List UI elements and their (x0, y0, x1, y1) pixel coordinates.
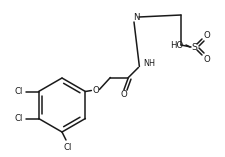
Text: Cl: Cl (14, 87, 23, 96)
Text: O: O (121, 90, 127, 99)
Text: Cl: Cl (64, 143, 72, 152)
Text: O: O (204, 54, 210, 63)
Text: N: N (133, 13, 139, 22)
Text: O: O (204, 30, 210, 40)
Text: O: O (92, 86, 99, 95)
Text: HO: HO (170, 41, 184, 49)
Text: NH: NH (143, 59, 155, 68)
Text: Cl: Cl (14, 114, 23, 123)
Text: S: S (191, 43, 197, 51)
